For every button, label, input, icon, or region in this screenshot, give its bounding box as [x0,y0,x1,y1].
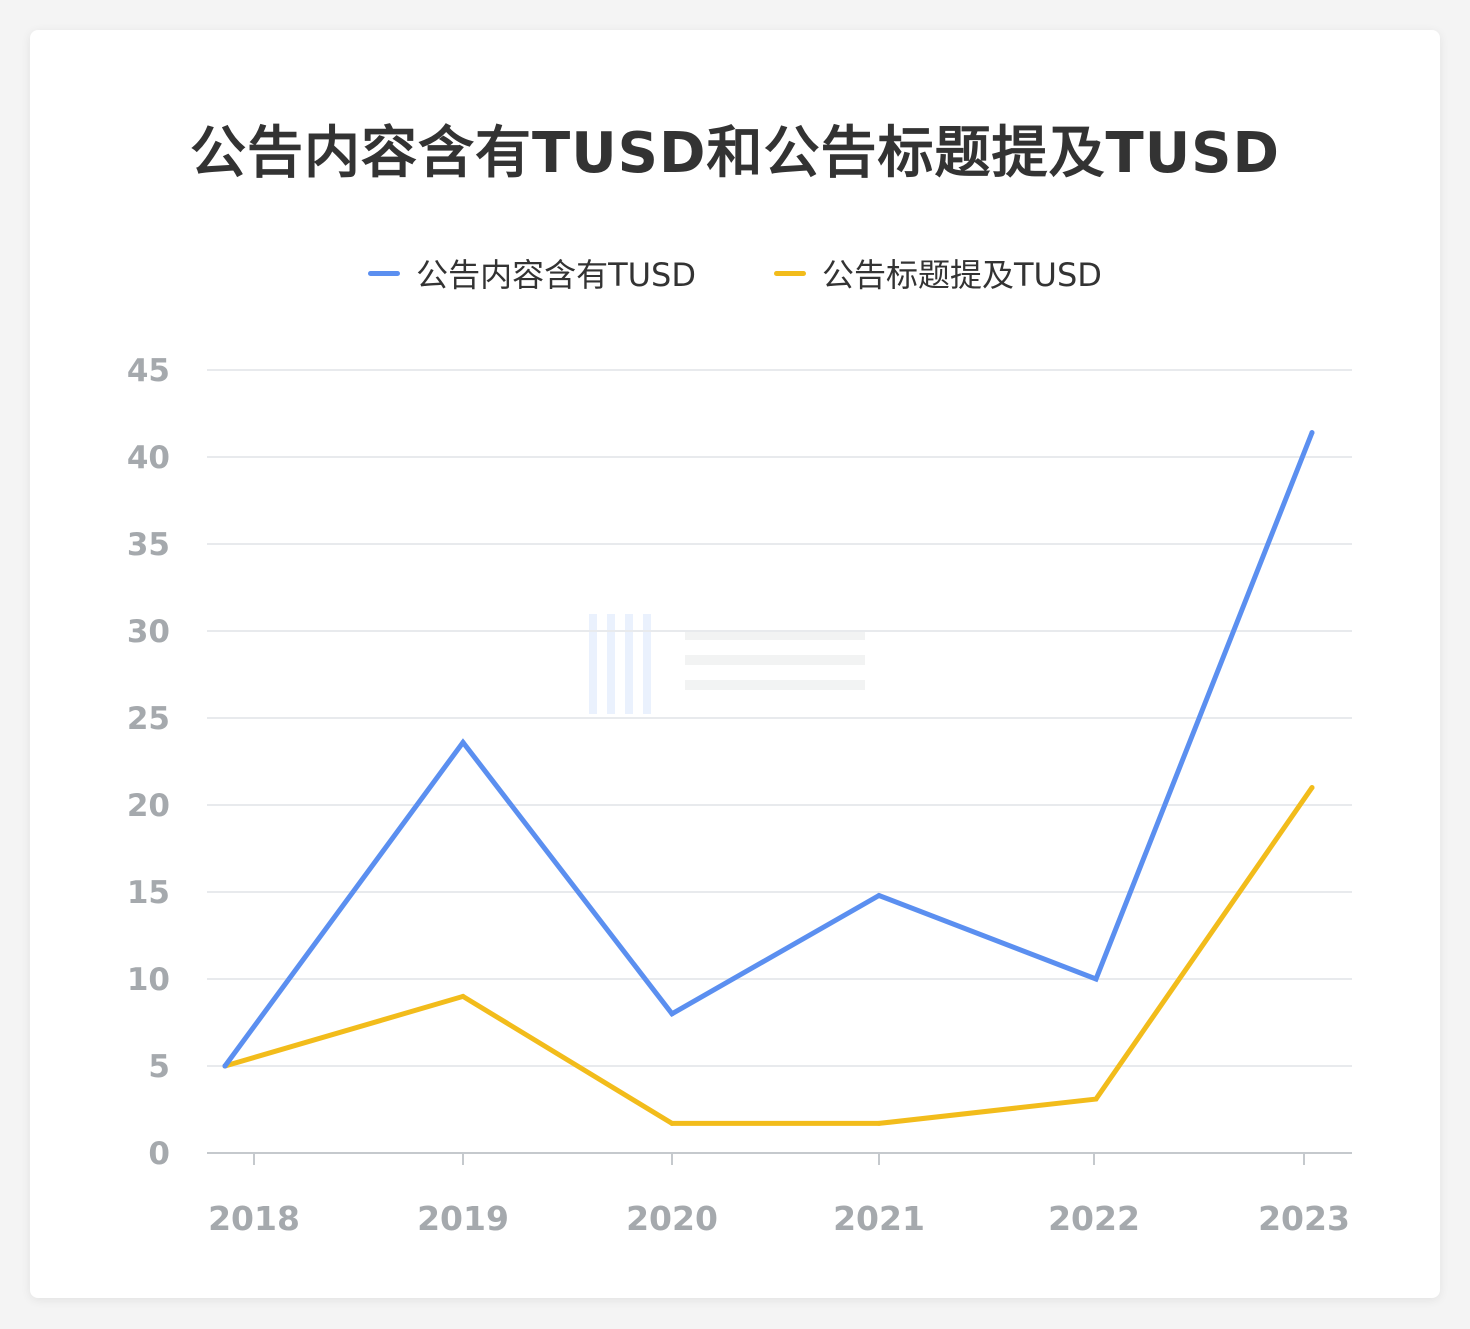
x-tick-label: 2022 [1048,1199,1140,1238]
chart-legend: 公告内容含有TUSD 公告标题提及TUSD [0,250,1470,296]
y-tick-label: 15 [127,875,170,911]
chart-card [30,30,1440,1298]
y-tick-label: 30 [127,614,170,650]
series-line-2[interactable] [222,785,1315,1126]
legend-swatch-series-1 [368,270,401,276]
x-tick-label: 2018 [208,1199,300,1238]
y-tick-label: 35 [127,527,170,563]
data-point-series-2[interactable] [1309,785,1315,791]
x-tick-label: 2021 [833,1199,925,1238]
legend-swatch-series-2 [774,270,806,276]
data-point-series-2[interactable] [1093,1096,1099,1102]
data-point-series-2[interactable] [876,1120,882,1126]
legend-item-series-1[interactable]: 公告内容含有TUSD [368,250,696,296]
y-tick-label: 25 [127,701,170,737]
series-lines [222,430,1315,1126]
y-tick-label: 0 [148,1136,170,1172]
y-tick-label: 10 [127,962,170,998]
series-line-1[interactable] [222,430,1315,1069]
y-tick-label: 45 [127,353,170,389]
chart-title: 公告内容含有TUSD和公告标题提及TUSD [190,121,1280,186]
y-tick-label: 40 [127,440,170,476]
legend-label-series-2: 公告标题提及TUSD [822,256,1102,294]
x-axis-ticks: 2018 2019 2020 2021 2022 2023 [208,1153,1350,1238]
data-point-series-1[interactable] [669,1011,675,1017]
x-tick-label: 2023 [1258,1199,1350,1238]
data-point-series-1[interactable] [876,892,882,898]
legend-label-series-1: 公告内容含有TUSD [416,256,696,294]
grid-lines [207,369,1352,1067]
data-point-series-1[interactable] [1309,430,1315,436]
data-point-series-1[interactable] [222,1063,228,1069]
data-point-series-2[interactable] [460,993,466,999]
y-tick-label: 20 [127,788,170,824]
watermark-logo-icon [589,614,865,714]
legend-item-series-2[interactable]: 公告标题提及TUSD [774,250,1102,296]
y-axis-ticks: 0 5 10 15 20 25 30 35 40 45 [127,353,170,1172]
x-tick-label: 2020 [626,1199,718,1238]
data-point-series-2[interactable] [669,1120,675,1126]
x-tick-label: 2019 [417,1199,509,1238]
data-point-series-1[interactable] [1093,976,1099,982]
data-point-series-1[interactable] [460,739,466,745]
y-tick-label: 5 [148,1049,170,1085]
